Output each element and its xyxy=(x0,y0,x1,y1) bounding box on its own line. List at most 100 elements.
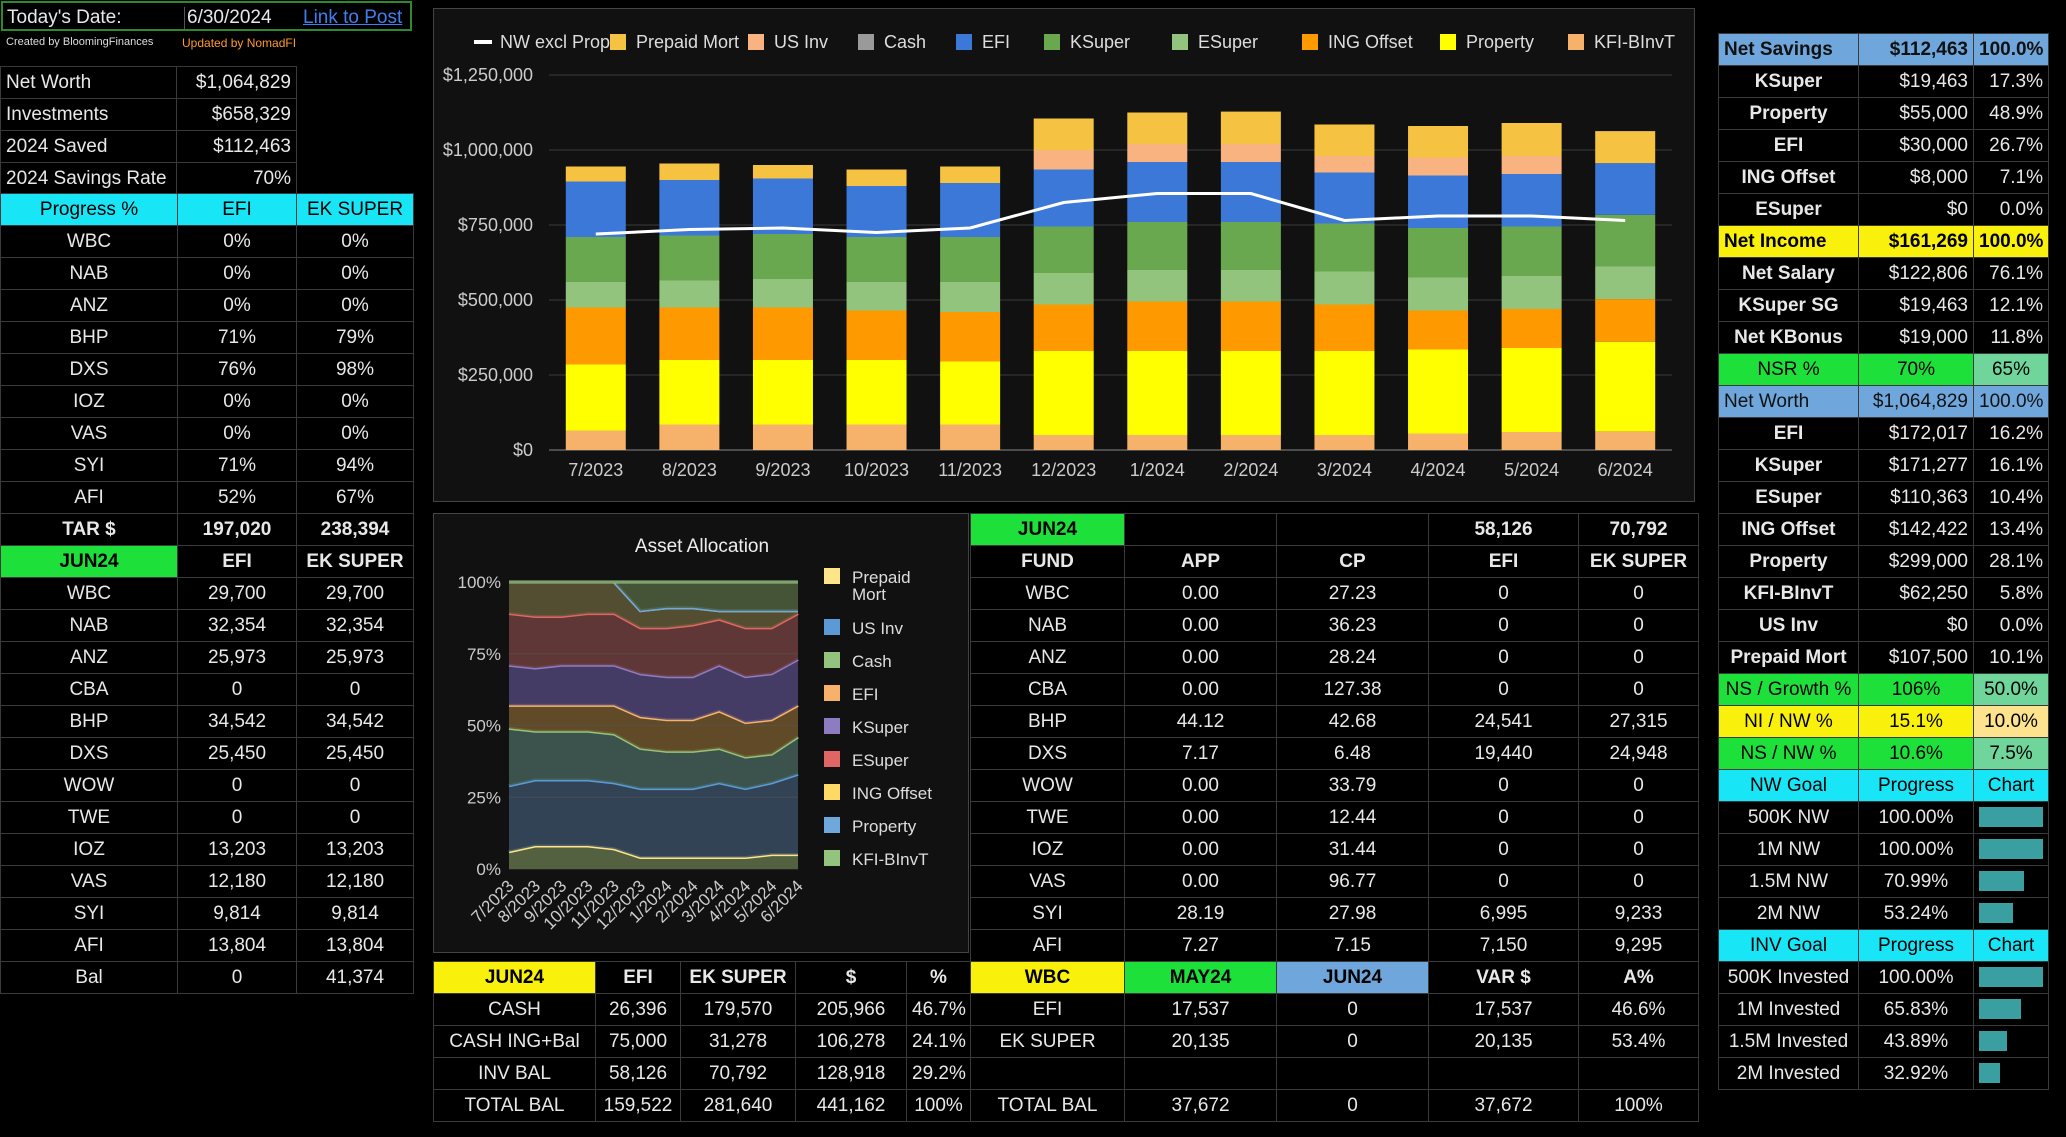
table-cell[interactable]: VAS xyxy=(0,865,178,898)
table-cell[interactable]: ESuper xyxy=(1718,481,1859,514)
table-cell[interactable]: 0 xyxy=(1578,641,1699,674)
table-cell[interactable] xyxy=(1276,513,1429,546)
table-cell[interactable]: 33.79 xyxy=(1276,769,1429,802)
table-cell[interactable]: $112,463 xyxy=(1858,33,1974,66)
table-cell[interactable]: Net KBonus xyxy=(1718,321,1859,354)
table-cell[interactable]: INV Goal xyxy=(1718,929,1859,962)
table-cell[interactable]: 100.0% xyxy=(1973,33,2049,66)
table-cell[interactable]: 238,394 xyxy=(296,513,414,546)
table-cell[interactable]: 31,278 xyxy=(680,1025,796,1058)
table-cell[interactable]: 50.0% xyxy=(1973,673,2049,706)
table-cell[interactable]: 70,792 xyxy=(680,1057,796,1090)
table-cell[interactable]: Chart xyxy=(1973,929,2049,962)
table-cell[interactable]: KSuper xyxy=(1718,449,1859,482)
table-cell[interactable]: 71% xyxy=(177,321,297,354)
table-cell[interactable]: 0.00 xyxy=(1124,673,1277,706)
table-cell[interactable]: 53.4% xyxy=(1578,1025,1699,1058)
table-cell[interactable]: WBC xyxy=(0,225,178,258)
table-cell[interactable]: 128,918 xyxy=(795,1057,907,1090)
table-cell[interactable]: 0.0% xyxy=(1973,193,2049,226)
table-cell[interactable]: EFI xyxy=(1718,129,1859,162)
table-cell[interactable]: 159,522 xyxy=(595,1089,681,1122)
table-cell[interactable]: 27.23 xyxy=(1276,577,1429,610)
table-cell[interactable]: TWE xyxy=(970,801,1125,834)
table-cell[interactable]: 500K Invested xyxy=(1718,961,1859,994)
table-cell[interactable]: NAB xyxy=(0,257,178,290)
table-cell[interactable]: 70% xyxy=(1858,353,1974,386)
table-cell[interactable]: 70,792 xyxy=(1578,513,1699,546)
table-cell[interactable]: 0 xyxy=(1428,641,1579,674)
table-cell[interactable]: 7.17 xyxy=(1124,737,1277,770)
table-cell[interactable]: $1,064,829 xyxy=(176,66,297,99)
table-cell[interactable]: VAS xyxy=(970,865,1125,898)
table-cell[interactable]: KFI-BInvT xyxy=(1718,577,1859,610)
table-cell[interactable]: $171,277 xyxy=(1858,449,1974,482)
table-cell[interactable] xyxy=(1428,1057,1579,1090)
table-cell[interactable]: TOTAL BAL xyxy=(970,1089,1125,1122)
table-cell[interactable]: A% xyxy=(1578,961,1699,994)
table-cell[interactable]: WOW xyxy=(970,769,1125,802)
table-cell[interactable]: 441,162 xyxy=(795,1089,907,1122)
table-cell[interactable]: 1.5M NW xyxy=(1718,865,1859,898)
table-cell[interactable]: WBC xyxy=(970,577,1125,610)
table-cell[interactable]: 32,354 xyxy=(177,609,297,642)
table-cell[interactable]: 16.2% xyxy=(1973,417,2049,450)
table-cell[interactable]: Bal xyxy=(0,961,178,994)
table-cell[interactable]: $8,000 xyxy=(1858,161,1974,194)
table-cell[interactable]: 17.3% xyxy=(1973,65,2049,98)
table-cell[interactable]: ING Offset xyxy=(1718,161,1859,194)
table-cell[interactable]: 0 xyxy=(1578,673,1699,706)
table-cell[interactable]: JUN24 xyxy=(433,961,596,994)
table-cell[interactable]: Prepaid Mort xyxy=(1718,641,1859,674)
table-cell[interactable]: $161,269 xyxy=(1858,225,1974,258)
table-cell[interactable]: 7.27 xyxy=(1124,929,1277,962)
table-cell[interactable]: 12,180 xyxy=(296,865,414,898)
date-value[interactable]: 6/30/2024 xyxy=(184,7,272,29)
table-cell[interactable]: 0.00 xyxy=(1124,801,1277,834)
table-cell[interactable]: 0.00 xyxy=(1124,865,1277,898)
table-cell[interactable]: CP xyxy=(1276,545,1429,578)
table-cell[interactable]: WBC xyxy=(970,961,1125,994)
table-cell[interactable]: 0% xyxy=(177,385,297,418)
table-cell[interactable]: 37,672 xyxy=(1428,1089,1579,1122)
table-cell[interactable]: $19,000 xyxy=(1858,321,1974,354)
table-cell[interactable]: ING Offset xyxy=(1718,513,1859,546)
table-cell[interactable]: 9,814 xyxy=(296,897,414,930)
table-cell[interactable]: 25,973 xyxy=(296,641,414,674)
table-cell[interactable]: 24,541 xyxy=(1428,705,1579,738)
table-cell[interactable]: 48.9% xyxy=(1973,97,2049,130)
table-cell[interactable]: SYI xyxy=(970,897,1125,930)
table-cell[interactable]: 106% xyxy=(1858,673,1974,706)
table-cell[interactable]: 0 xyxy=(1578,801,1699,834)
table-cell[interactable]: 71% xyxy=(177,449,297,482)
table-cell[interactable]: 0 xyxy=(1428,609,1579,642)
table-cell[interactable]: Net Worth xyxy=(1718,385,1859,418)
table-cell[interactable]: 26,396 xyxy=(595,993,681,1026)
table-cell[interactable]: 0 xyxy=(1276,1025,1429,1058)
table-cell[interactable]: 1M NW xyxy=(1718,833,1859,866)
table-cell[interactable]: 25,450 xyxy=(177,737,297,770)
table-cell[interactable]: EK SUPER xyxy=(970,1025,1125,1058)
table-cell[interactable]: 24,948 xyxy=(1578,737,1699,770)
table-cell[interactable]: $122,806 xyxy=(1858,257,1974,290)
table-cell[interactable]: 0 xyxy=(1428,865,1579,898)
table-cell[interactable]: EFI xyxy=(1428,545,1579,578)
table-cell[interactable]: TAR $ xyxy=(0,513,178,546)
table-cell[interactable]: ESuper xyxy=(1718,193,1859,226)
table-cell[interactable]: TWE xyxy=(0,801,178,834)
table-cell[interactable]: 28.24 xyxy=(1276,641,1429,674)
table-cell[interactable]: VAS xyxy=(0,417,178,450)
table-cell[interactable]: 34,542 xyxy=(296,705,414,738)
table-cell[interactable]: KSuper SG xyxy=(1718,289,1859,322)
table-cell[interactable]: EK SUPER xyxy=(296,193,414,226)
table-cell[interactable]: EK SUPER xyxy=(296,545,414,578)
table-cell[interactable]: CBA xyxy=(0,673,178,706)
table-cell[interactable]: $30,000 xyxy=(1858,129,1974,162)
table-cell[interactable]: 0 xyxy=(296,673,414,706)
table-cell[interactable]: US Inv xyxy=(1718,609,1859,642)
table-cell[interactable]: 32.92% xyxy=(1858,1057,1974,1090)
table-cell[interactable]: EFI xyxy=(970,993,1125,1026)
table-cell[interactable]: Property xyxy=(1718,545,1859,578)
table-cell[interactable]: 0 xyxy=(1276,1089,1429,1122)
table-cell[interactable]: $0 xyxy=(1858,609,1974,642)
